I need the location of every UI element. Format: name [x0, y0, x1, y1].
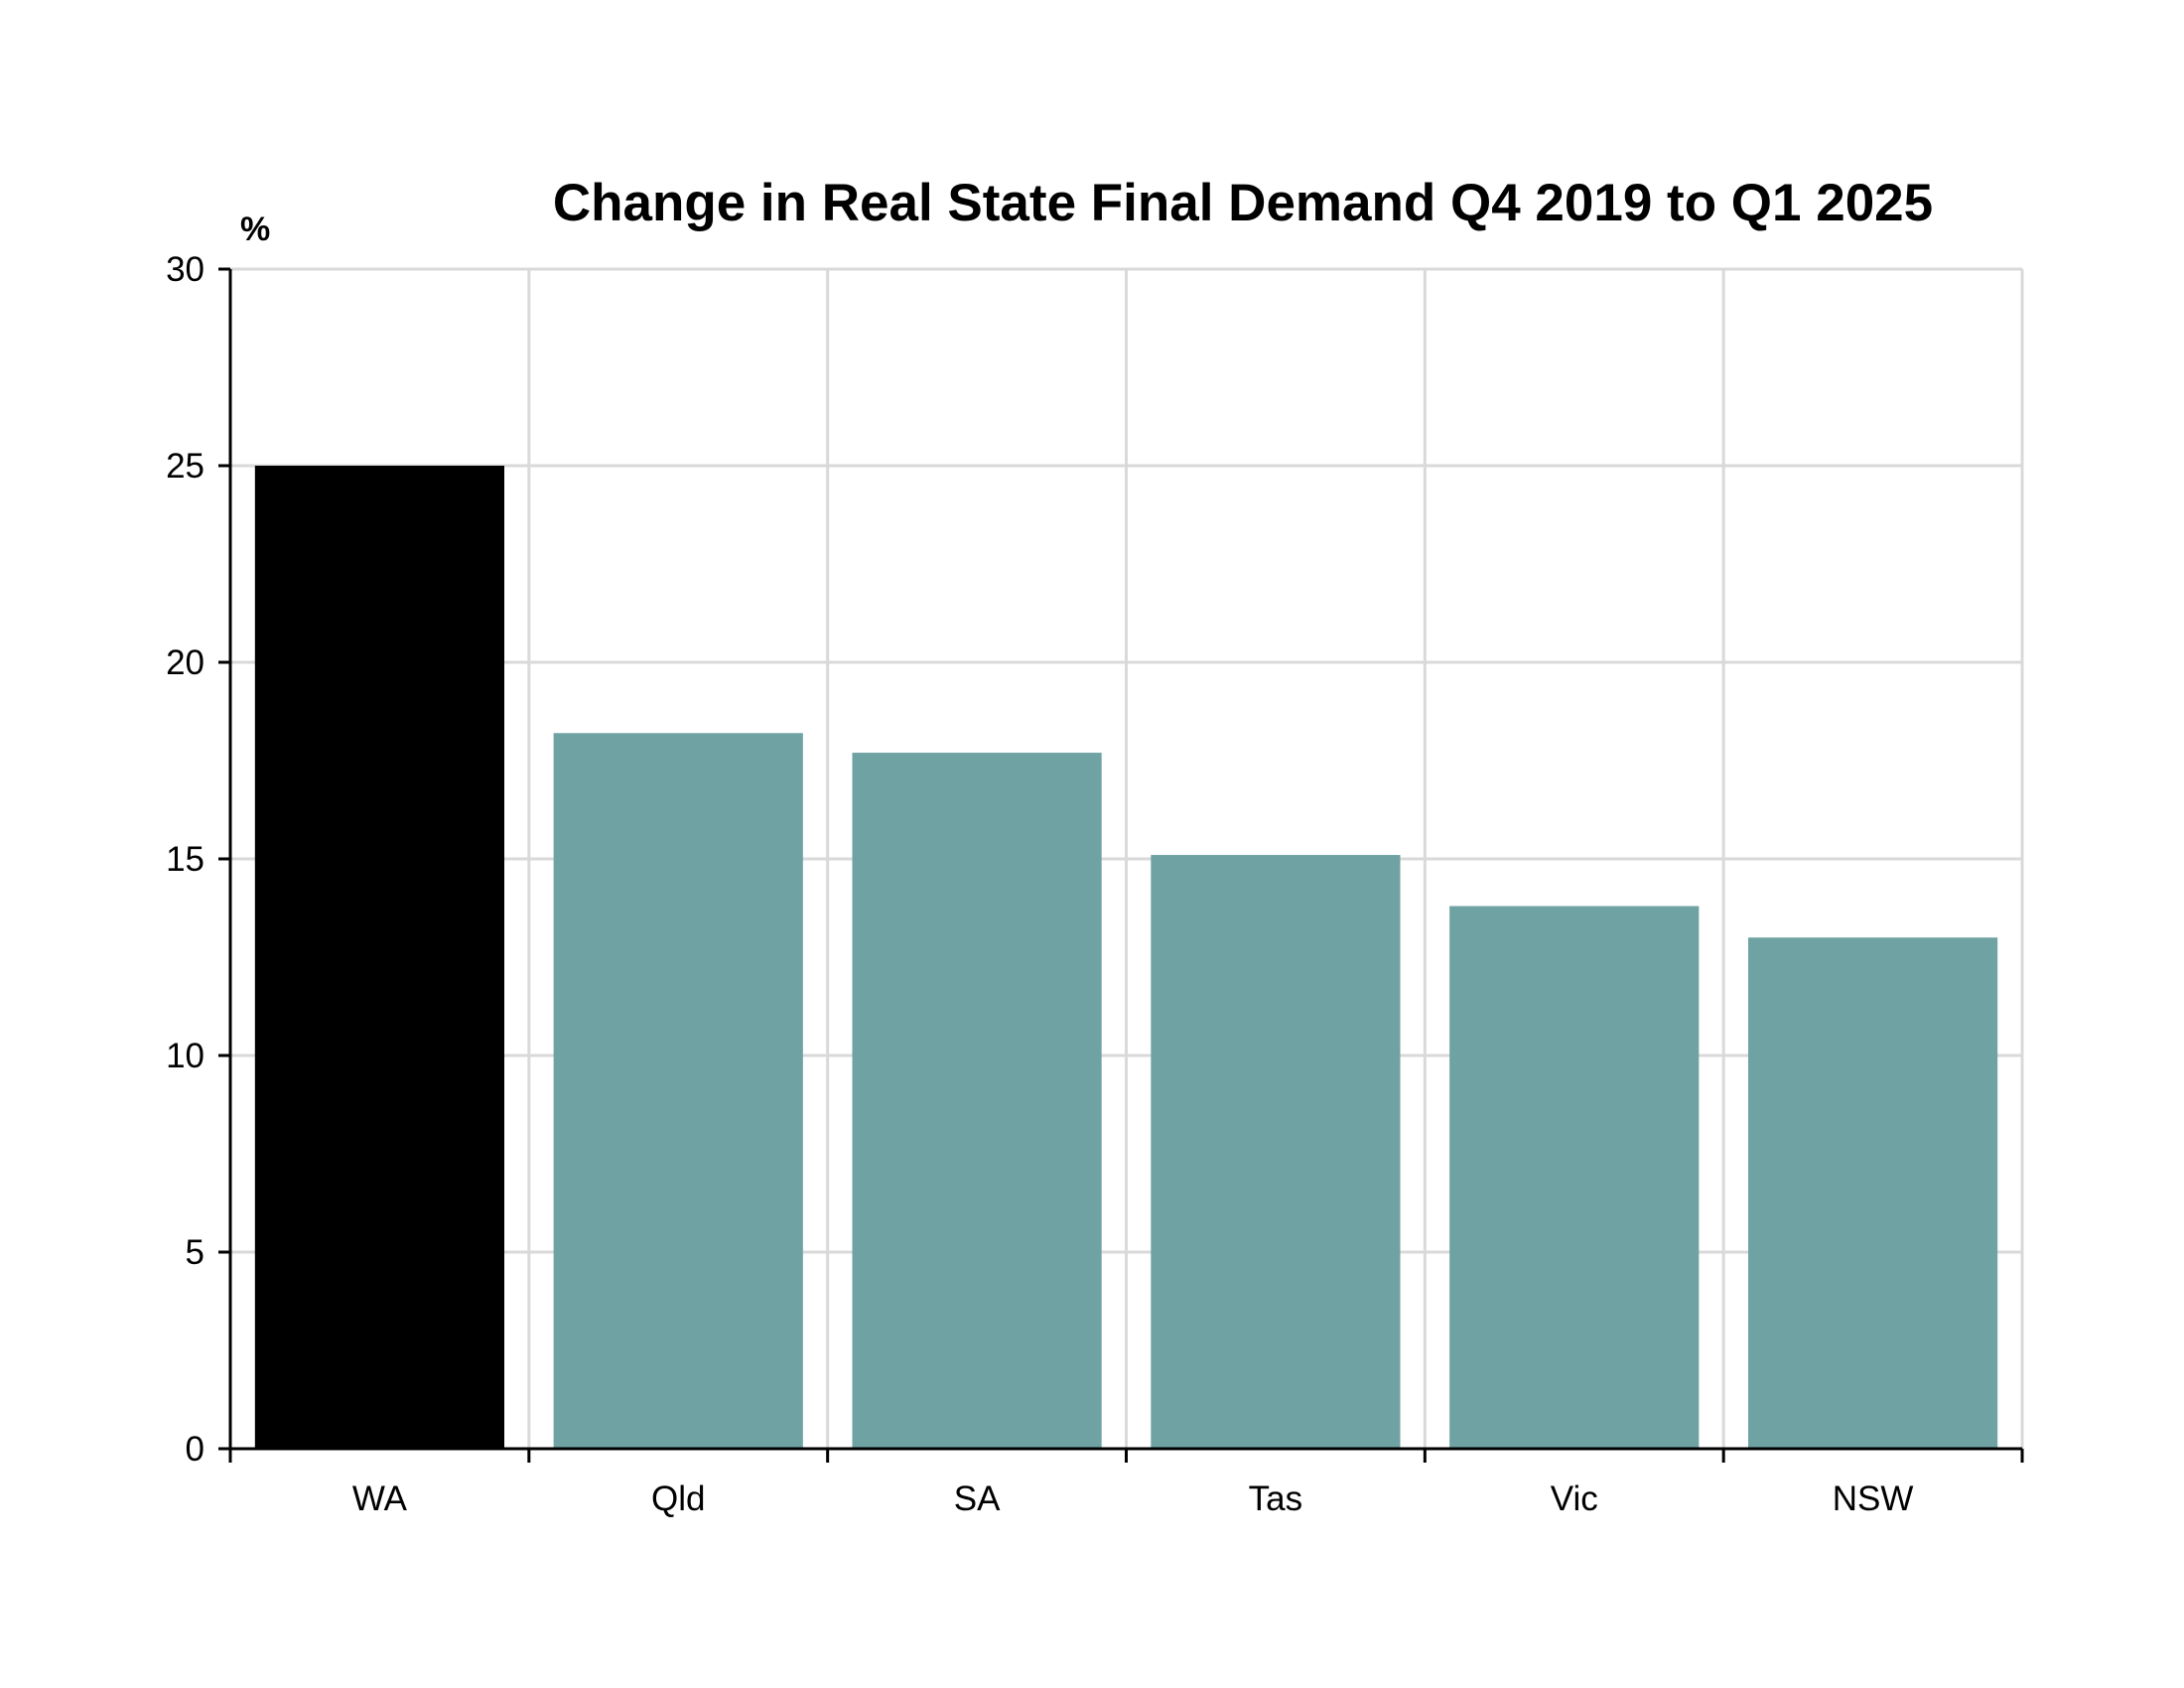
- bars: [254, 466, 1998, 1449]
- x-tick-label: Qld: [651, 1479, 705, 1518]
- bar-nsw: [1747, 937, 1998, 1449]
- bar-sa: [852, 753, 1102, 1449]
- y-tick-label: 30: [166, 250, 205, 289]
- x-tick-label: NSW: [1833, 1479, 1914, 1518]
- bar-vic: [1449, 906, 1700, 1449]
- bar-tas: [1151, 855, 1401, 1449]
- y-tick-label: 15: [166, 840, 205, 879]
- chart-title: Change in Real State Final Demand Q4 201…: [552, 174, 1934, 232]
- bar-qld: [553, 733, 803, 1449]
- y-tick-label: 25: [166, 447, 205, 486]
- grid-lines: [230, 267, 2024, 1449]
- y-tick-label: 10: [166, 1037, 205, 1075]
- bar-wa: [254, 466, 505, 1449]
- x-tick-label: Tas: [1249, 1479, 1302, 1518]
- x-tick-label: WA: [352, 1479, 408, 1518]
- y-tick-label: 20: [166, 643, 205, 682]
- y-tick-label: 0: [186, 1430, 205, 1469]
- x-tick-label: SA: [954, 1479, 1001, 1518]
- y-tick-label: 5: [186, 1233, 205, 1272]
- x-tick-label: Vic: [1551, 1479, 1598, 1518]
- axes: [218, 267, 2024, 1463]
- tick-labels: 0 5 10 15 20 25 30 WA Qld SA Tas Vic NSW: [166, 250, 1913, 1518]
- y-axis-unit-label: %: [240, 211, 271, 248]
